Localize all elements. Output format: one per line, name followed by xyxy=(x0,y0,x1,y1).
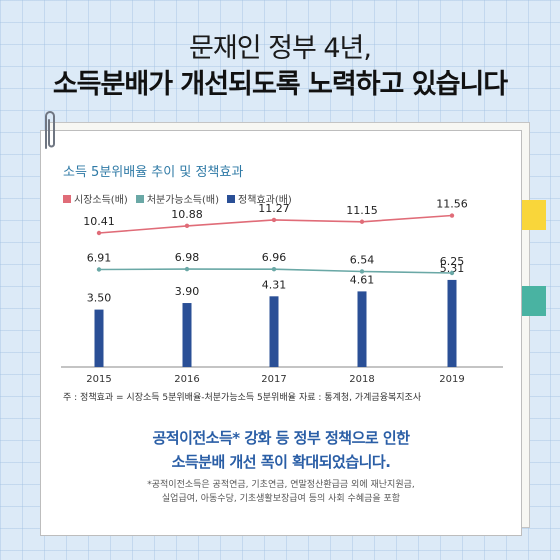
data-label-policy-effect-2017: 4.31 xyxy=(262,278,287,291)
bar-policy-effect-2017 xyxy=(269,296,279,367)
x-tick-label-2016: 2016 xyxy=(174,374,199,385)
chart-note: 주 : 정책효과 = 시장소득 5분위배율-처분가능소득 5분위배율 xyxy=(63,393,296,403)
legend-swatch-market-income xyxy=(63,194,71,203)
point-disposable-income-2016 xyxy=(184,266,190,272)
teal-sticky-tab xyxy=(520,286,546,316)
header-line-2: 소득분배가 개선되도록 노력하고 있습니다 xyxy=(52,69,508,100)
legend-swatch-disposable-income xyxy=(135,194,144,203)
legend-item-disposable-income: 처분가능소득(배) xyxy=(135,191,220,206)
point-market-income-2016 xyxy=(184,223,190,229)
point-disposable-income-2017 xyxy=(271,267,277,272)
series-line-market-income xyxy=(98,214,453,234)
point-market-income-2019 xyxy=(449,213,455,218)
header-line-1: 문재인 정부 4년, xyxy=(189,33,372,64)
point-disposable-income-2018 xyxy=(359,269,365,274)
chart-source: 자료 : 통계청, 가계금융복지조사 xyxy=(299,393,422,403)
legend-swatch-policy-effect xyxy=(227,194,236,203)
data-label-market-income-2018: 11.15 xyxy=(346,204,378,217)
legend-label-policy-effect: 정책효과(배) xyxy=(238,195,292,206)
bar-policy-effect-2015 xyxy=(94,309,104,367)
legend-item-market-income: 시장소득(배) xyxy=(63,191,128,206)
legend-item-policy-effect: 정책효과(배) xyxy=(227,191,292,206)
point-disposable-income-2015 xyxy=(96,267,102,272)
body-headline-2: 소득분배 개선 폭이 확대되었습니다. xyxy=(171,453,391,471)
bar-policy-effect-2018 xyxy=(357,291,367,367)
data-label-policy-effect-2016: 3.90 xyxy=(175,285,200,298)
chart-title: 소득 5분위배율 추이 및 정책효과 xyxy=(63,165,244,180)
data-label-disposable-income-2017: 6.96 xyxy=(262,251,287,264)
data-label-market-income-2015: 10.41 xyxy=(83,215,115,228)
data-label-disposable-income-2015: 6.91 xyxy=(87,252,112,265)
legend-label-market-income: 시장소득(배) xyxy=(74,195,128,206)
data-label-policy-effect-2019: 5.31 xyxy=(440,262,465,275)
data-label-policy-effect-2018: 4.61 xyxy=(350,273,375,286)
x-tick-label-2019: 2019 xyxy=(439,374,464,385)
yellow-sticky-tab xyxy=(520,200,546,230)
x-tick-label-2015: 2015 xyxy=(86,374,111,385)
x-tick-label-2017: 2017 xyxy=(261,374,286,385)
footnote-line-1: *공적이전소득은 공적연금, 기초연금, 연말정산환급금 외에 재난지원금, xyxy=(147,480,415,490)
data-label-market-income-2017: 11.27 xyxy=(258,202,290,215)
point-market-income-2015 xyxy=(96,230,102,236)
point-disposable-income-2019 xyxy=(449,270,455,276)
data-label-disposable-income-2018: 6.54 xyxy=(350,253,375,266)
body-headline-1: 공적이전소득* 강화 등 정부 정책으로 인한 xyxy=(152,429,410,447)
data-label-policy-effect-2015: 3.50 xyxy=(87,292,112,305)
point-market-income-2017 xyxy=(271,217,277,223)
footnote-line-2: 실업급여, 아동수당, 기초생활보장급여 등의 사회 수혜금을 포함 xyxy=(161,494,401,504)
chart-legend: 시장소득(배) 처분가능소득(배) 정책효과(배) xyxy=(63,191,300,206)
x-tick-label-2018: 2018 xyxy=(349,374,374,385)
data-label-market-income-2016: 10.88 xyxy=(171,208,203,221)
data-label-disposable-income-2019: 6.25 xyxy=(440,255,465,268)
bar-policy-effect-2019 xyxy=(447,279,457,367)
paperclip-icon xyxy=(45,111,55,149)
point-market-income-2018 xyxy=(359,219,365,224)
bar-policy-effect-2016 xyxy=(182,303,192,367)
chart-canvas: 3.50 3.90 4.31 4.61 5.31 10.41 10.88 11.27 11.15… xyxy=(61,198,503,385)
data-label-disposable-income-2016: 6.98 xyxy=(175,251,200,264)
paper-sheet: 소득 5분위배율 추이 및 정책효과 시장소득(배) 처분가능소득(배) 정책효… xyxy=(40,130,522,536)
data-label-market-income-2019: 11.56 xyxy=(436,198,468,211)
legend-label-disposable-income: 처분가능소득(배) xyxy=(146,195,220,206)
